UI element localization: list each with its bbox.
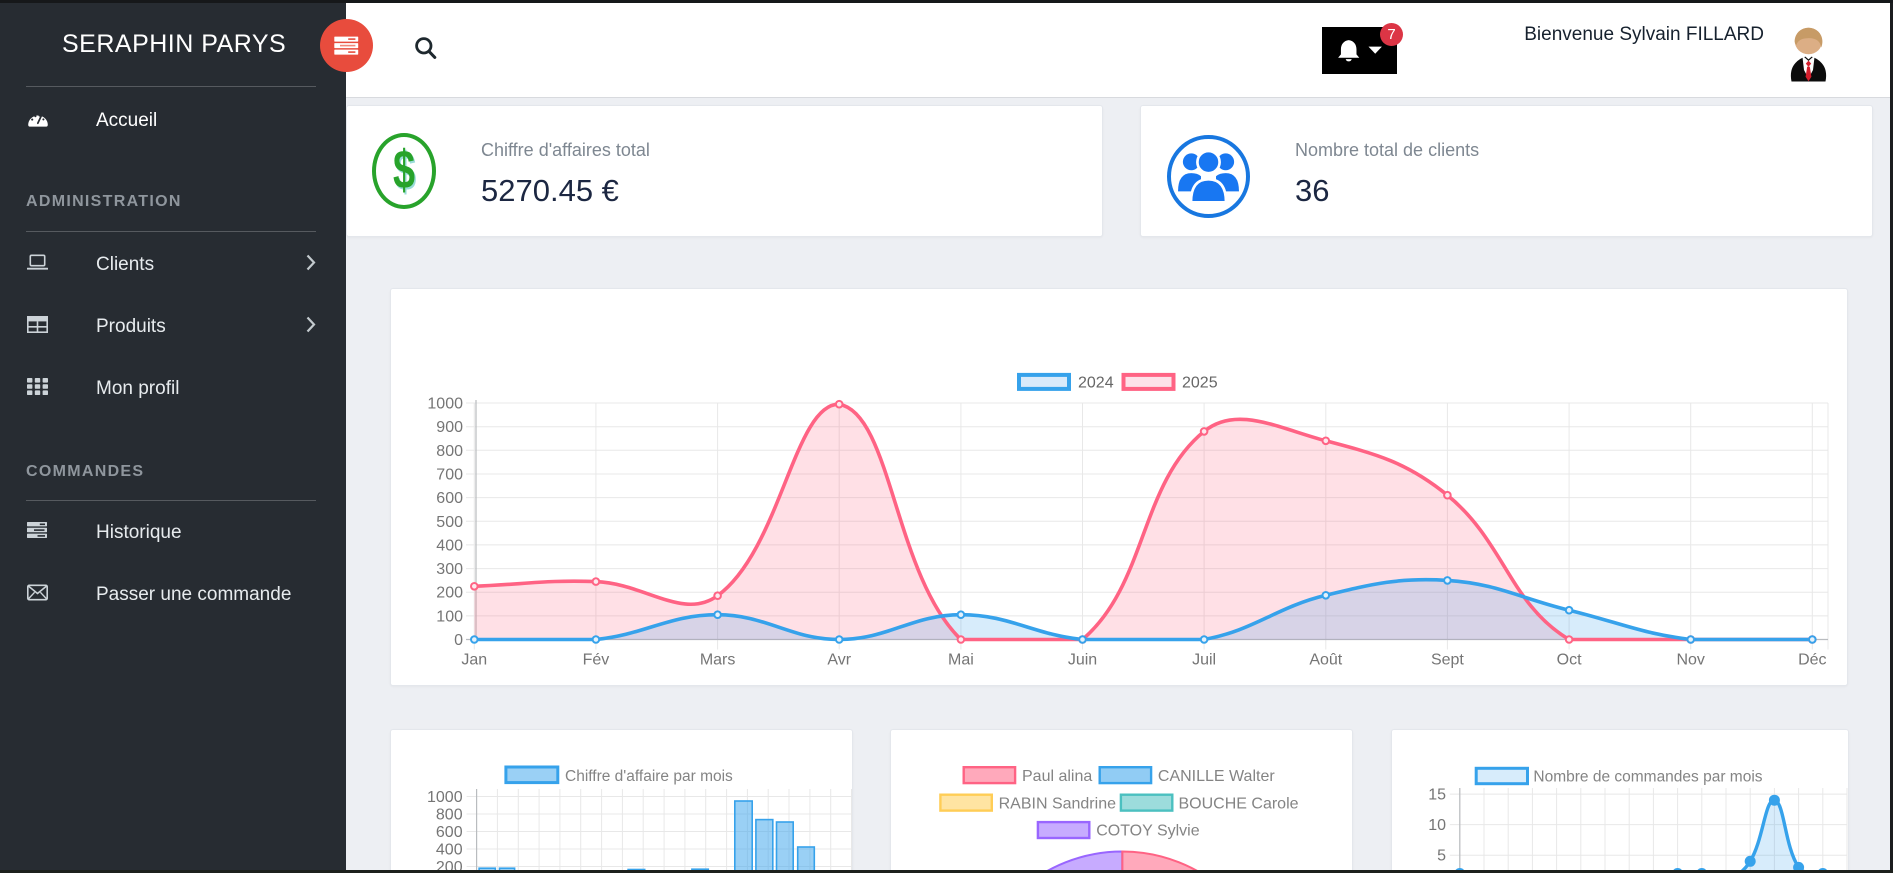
svg-text:500: 500: [436, 514, 463, 531]
svg-text:5: 5: [1437, 848, 1446, 865]
svg-text:COTOY Sylvie: COTOY Sylvie: [1096, 823, 1200, 840]
svg-text:Fév: Fév: [583, 652, 610, 669]
svg-text:Jan: Jan: [461, 652, 487, 669]
svg-text:BOUCHE Carole: BOUCHE Carole: [1179, 795, 1299, 812]
svg-text:Mars: Mars: [700, 652, 736, 669]
svg-text:Avr: Avr: [827, 652, 851, 669]
svg-text:100: 100: [436, 608, 463, 625]
svg-text:Nov: Nov: [1676, 652, 1704, 669]
svg-text:200: 200: [436, 859, 463, 873]
svg-text:Juin: Juin: [1068, 652, 1097, 669]
svg-text:Oct: Oct: [1557, 652, 1582, 669]
svg-text:200: 200: [436, 585, 463, 602]
svg-text:RABIN Sandrine: RABIN Sandrine: [999, 795, 1116, 812]
svg-text:800: 800: [436, 443, 463, 460]
svg-text:Déc: Déc: [1798, 652, 1826, 669]
svg-text:Chiffre d'affaire par mois: Chiffre d'affaire par mois: [565, 768, 733, 785]
svg-text:700: 700: [436, 467, 463, 484]
svg-text:1000: 1000: [427, 789, 463, 806]
svg-text:1000: 1000: [427, 396, 463, 413]
svg-text:Mai: Mai: [948, 652, 974, 669]
svg-text:600: 600: [436, 824, 463, 841]
svg-text:CANILLE Walter: CANILLE Walter: [1158, 768, 1275, 785]
svg-text:600: 600: [436, 490, 463, 507]
svg-text:Sept: Sept: [1431, 652, 1464, 669]
svg-text:400: 400: [436, 842, 463, 859]
svg-text:900: 900: [436, 419, 463, 436]
svg-text:2024: 2024: [1078, 375, 1114, 392]
svg-text:10: 10: [1428, 817, 1446, 834]
svg-text:Paul alina: Paul alina: [1022, 768, 1092, 785]
svg-text:300: 300: [436, 561, 463, 578]
svg-text:0: 0: [454, 632, 463, 649]
svg-text:400: 400: [436, 537, 463, 554]
svg-text:Nombre de commandes par mois: Nombre de commandes par mois: [1533, 769, 1762, 786]
svg-text:Août: Août: [1309, 652, 1342, 669]
svg-text:2025: 2025: [1182, 375, 1218, 392]
svg-text:15: 15: [1428, 787, 1446, 804]
svg-text:800: 800: [436, 807, 463, 824]
svg-text:Juil: Juil: [1192, 652, 1216, 669]
